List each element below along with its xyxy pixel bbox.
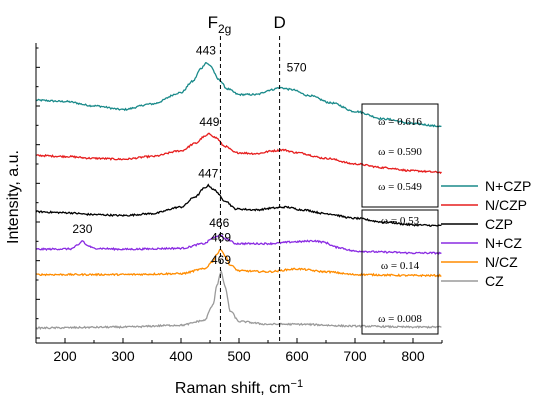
legend-label: N+CZP	[485, 178, 531, 194]
x-axis-title: Raman shift, cm−1	[175, 378, 303, 397]
omega-value: ω = 0.590	[378, 146, 422, 158]
peak-label: 570	[287, 61, 307, 75]
x-tick-label: 300	[111, 348, 135, 364]
x-tick-label: 700	[343, 348, 367, 364]
spectrum-line-n-czp	[35, 62, 442, 128]
peak-label: 466	[209, 216, 229, 230]
reference-line-symbol: D	[273, 13, 285, 32]
reference-line-symbol: F	[208, 13, 218, 32]
omega-box-group-2	[361, 209, 439, 335]
omega-value: ω = 0.549	[378, 181, 422, 193]
omega-value: ω = 0.008	[378, 313, 422, 325]
legend-label: N+CZ	[485, 235, 522, 251]
plot-area	[35, 36, 442, 343]
legend-label: CZ	[485, 273, 504, 289]
omega-value: ω = 0.14	[381, 260, 420, 272]
reference-line-label: D	[273, 13, 285, 32]
spectrum-line-n-cz	[35, 233, 442, 255]
legend: N+CZP N/CZP CZP N+CZ N/CZ CZ	[441, 178, 531, 289]
omega-box-group-1	[361, 103, 439, 208]
peak-label: 447	[198, 167, 218, 181]
legend-label: CZP	[485, 216, 513, 232]
spectrum-line-czp	[35, 183, 442, 227]
omega-value: ω = 0.53	[381, 215, 420, 227]
spectrum-line-cz	[35, 269, 442, 331]
peak-label: 449	[199, 115, 219, 129]
spectrum-line-n-cz	[35, 248, 442, 278]
legend-label: N/CZ	[485, 254, 518, 270]
reference-line-label: F2g	[208, 13, 232, 36]
peak-label: 443	[196, 44, 216, 58]
axes: 200 300 400 500 600 700 800 Raman shift, cm−1 In…	[5, 43, 443, 397]
x-axis-title-text: Raman shift, cm	[175, 380, 291, 397]
x-tick-label: 600	[285, 348, 309, 364]
peak-label: 469	[211, 230, 231, 244]
x-tick-label: 800	[401, 348, 425, 364]
reference-line-subscript: 2g	[218, 22, 231, 36]
peak-label: 469	[211, 253, 231, 267]
y-axis-title: Intensity, a.u.	[5, 150, 22, 244]
peak-label: 230	[72, 222, 92, 236]
x-tick-label: 200	[53, 348, 77, 364]
legend-label: N/CZP	[485, 197, 527, 213]
x-axis-title-unit-exponent: −1	[291, 378, 304, 390]
x-tick-label: 500	[227, 348, 251, 364]
spectrum-line-n-czp	[35, 132, 442, 175]
x-tick-label: 400	[169, 348, 193, 364]
omega-value: ω = 0.616	[378, 116, 422, 128]
